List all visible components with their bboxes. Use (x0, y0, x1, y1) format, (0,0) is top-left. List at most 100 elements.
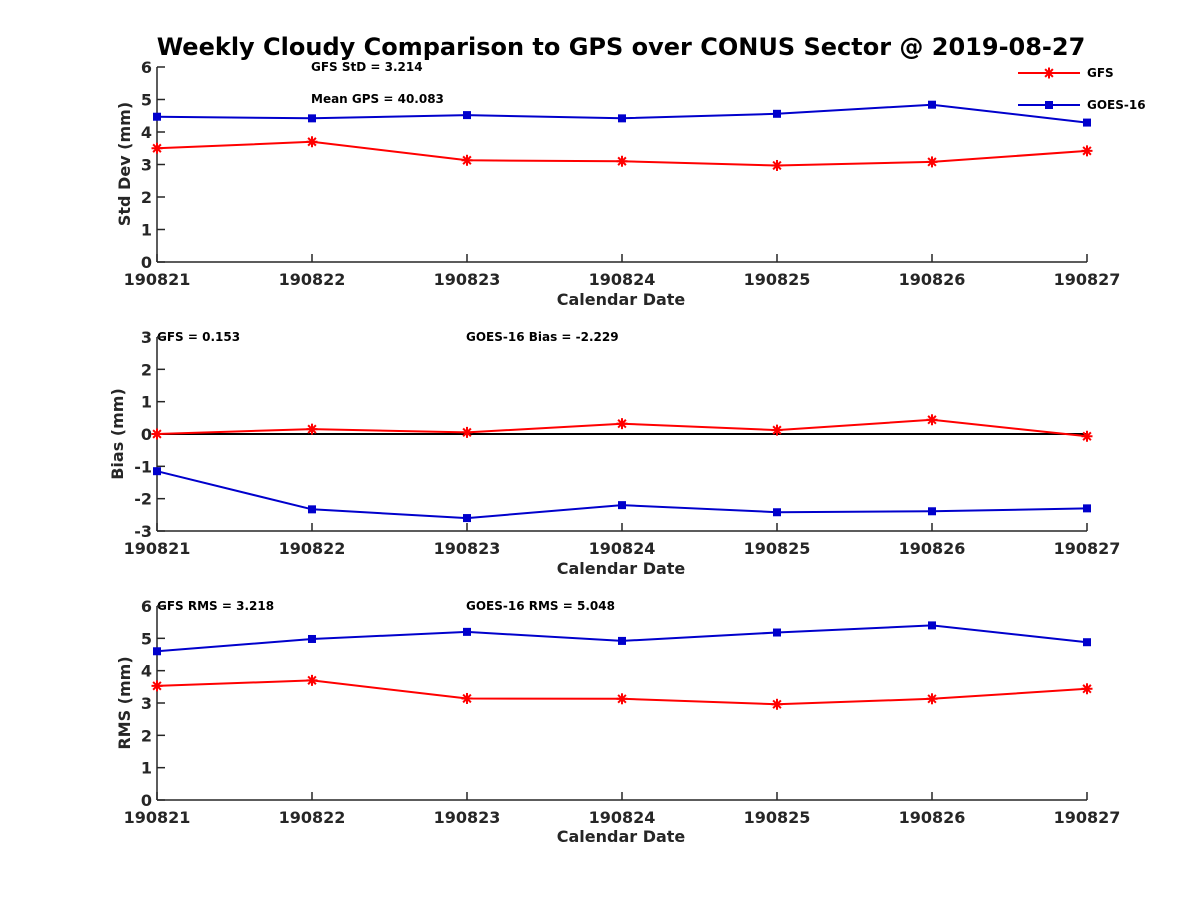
y-tick-label: 3 (141, 694, 152, 713)
x-axis-label-bias: Calendar Date (557, 559, 686, 578)
data-point-gfs (306, 136, 318, 148)
data-point-gfs (151, 680, 163, 692)
data-point-goes-16 (153, 112, 161, 121)
y-axis-label-rms: RMS (mm) (115, 656, 134, 749)
legend-label-goes16: GOES-16 (1087, 98, 1146, 112)
y-tick-label: 5 (141, 91, 152, 110)
data-point-gfs (616, 693, 628, 705)
data-point-gfs (1081, 145, 1093, 157)
y-tick-label: 4 (141, 123, 152, 142)
data-point-goes-16 (153, 467, 161, 476)
y-tick-label: 6 (141, 597, 152, 616)
data-point-gfs (306, 674, 318, 686)
y-tick-label: 4 (141, 662, 152, 681)
data-point-gfs (151, 428, 163, 440)
panel-std-dev: GFS StD = 3.214 Mean GPS = 40.083 Calend… (115, 58, 1120, 309)
x-tick-label: 190823 (434, 808, 501, 827)
y-tick-label: 0 (141, 791, 152, 810)
y-tick-label: 1 (141, 393, 152, 412)
legend: GFS GOES-16 (1018, 66, 1146, 112)
data-point-gfs (461, 426, 473, 438)
y-tick-label: 1 (141, 759, 152, 778)
y-tick-label: 3 (141, 328, 152, 347)
y-tick-label: -2 (134, 490, 152, 509)
y-tick-label: -1 (134, 457, 152, 476)
annotation-goes16-rms: GOES-16 RMS = 5.048 (466, 599, 615, 613)
data-point-goes-16 (773, 508, 781, 517)
y-tick-label: 3 (141, 156, 152, 175)
data-point-gfs (926, 156, 938, 168)
annotation-gfs-std: GFS StD = 3.214 (311, 60, 423, 74)
x-tick-label: 190826 (899, 270, 966, 289)
data-point-goes-16 (618, 636, 626, 645)
y-axis-label-std-dev: Std Dev (mm) (115, 102, 134, 226)
data-point-goes-16 (463, 514, 471, 523)
x-tick-label: 190824 (589, 539, 656, 558)
x-tick-label: 190827 (1054, 270, 1121, 289)
x-tick-label: 190825 (744, 808, 811, 827)
data-point-goes-16 (618, 501, 626, 510)
y-tick-label: 6 (141, 58, 152, 77)
data-point-goes-16 (1083, 118, 1091, 127)
x-tick-label: 190823 (434, 270, 501, 289)
x-tick-label: 190827 (1054, 539, 1121, 558)
y-tick-label: -3 (134, 522, 152, 541)
x-tick-label: 190825 (744, 270, 811, 289)
legend-label-gfs: GFS (1087, 66, 1114, 80)
panel-rms: GFS RMS = 3.218 GOES-16 RMS = 5.048 Cale… (115, 597, 1120, 846)
x-tick-label: 190821 (124, 808, 191, 827)
data-point-goes-16 (1083, 638, 1091, 647)
x-tick-label: 190826 (899, 539, 966, 558)
y-axis-label-bias: Bias (mm) (108, 388, 127, 480)
data-point-gfs (1081, 683, 1093, 695)
data-point-goes-16 (928, 621, 936, 630)
data-point-goes-16 (928, 507, 936, 516)
data-point-gfs (771, 698, 783, 710)
data-point-goes-16 (153, 647, 161, 656)
annotation-gfs-rms: GFS RMS = 3.218 (157, 599, 274, 613)
data-point-gfs (306, 423, 318, 435)
data-point-gfs (926, 414, 938, 426)
figure-title: Weekly Cloudy Comparison to GPS over CON… (157, 33, 1086, 61)
x-axis-label-rms: Calendar Date (557, 827, 686, 846)
x-tick-label: 190827 (1054, 808, 1121, 827)
annotation-gfs-bias: GFS = 0.153 (157, 330, 240, 344)
data-point-goes-16 (463, 111, 471, 120)
data-point-gfs (151, 142, 163, 154)
data-point-goes-16 (308, 634, 316, 643)
y-tick-label: 2 (141, 360, 152, 379)
panel-bias: GFS = 0.153 GOES-16 Bias = -2.229 Calend… (108, 328, 1120, 578)
x-tick-label: 190821 (124, 270, 191, 289)
y-tick-label: 5 (141, 629, 152, 648)
y-tick-label: 2 (141, 726, 152, 745)
y-tick-label: 1 (141, 221, 152, 240)
x-axis-label-std-dev: Calendar Date (557, 290, 686, 309)
legend-marker-symbol (1043, 67, 1055, 79)
legend-marker-goes16 (1045, 101, 1053, 109)
data-point-gfs (461, 692, 473, 704)
y-tick-label: 2 (141, 188, 152, 207)
x-tick-label: 190822 (279, 270, 346, 289)
x-tick-label: 190823 (434, 539, 501, 558)
x-tick-label: 190824 (589, 270, 656, 289)
x-tick-label: 190822 (279, 808, 346, 827)
annotation-mean-gps: Mean GPS = 40.083 (311, 92, 444, 106)
data-point-goes-16 (773, 109, 781, 118)
data-point-goes-16 (308, 505, 316, 514)
data-point-gfs (771, 159, 783, 171)
y-tick-label: 0 (141, 425, 152, 444)
data-point-goes-16 (1083, 504, 1091, 513)
data-point-goes-16 (463, 627, 471, 636)
data-point-gfs (461, 154, 473, 166)
annotation-goes16-bias: GOES-16 Bias = -2.229 (466, 330, 619, 344)
series-line-goes-16 (156, 470, 1088, 520)
y-tick-label: 0 (141, 253, 152, 272)
data-point-gfs (1081, 430, 1093, 442)
data-point-gfs (616, 155, 628, 167)
data-point-gfs (771, 424, 783, 436)
x-tick-label: 190824 (589, 808, 656, 827)
x-tick-label: 190821 (124, 539, 191, 558)
x-tick-label: 190826 (899, 808, 966, 827)
data-point-gfs (926, 693, 938, 705)
